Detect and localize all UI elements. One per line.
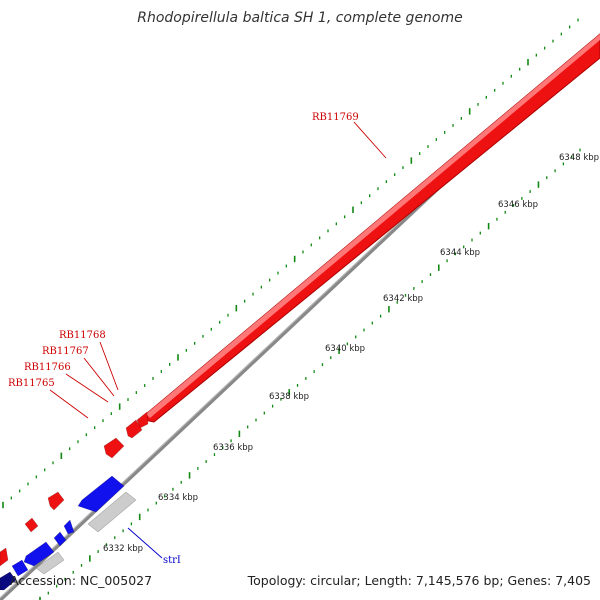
scale-label: 6338 kbp — [269, 392, 309, 402]
accession-text: Accession: NC_005027 — [10, 573, 152, 588]
gene-reverse-strI — [23, 541, 55, 567]
gene-pseudo — [87, 491, 137, 533]
scale-label: 6344 kbp — [440, 248, 480, 258]
scale-label: 6334 kbp — [158, 493, 198, 503]
gene-label: RB11768 — [59, 330, 106, 341]
gene-label-group: strI — [127, 527, 181, 566]
scale-label: 6332 kbp — [103, 544, 143, 554]
gene-label-group: RB11767 — [42, 346, 115, 397]
outer-tick-track — [2, 18, 579, 509]
gene-rb11767 — [125, 419, 143, 439]
scale-label: 6342 kbp — [383, 294, 423, 304]
map-title: Rhodopirellula baltica SH 1, complete ge… — [137, 10, 463, 26]
gene-label-group: RB11768 — [59, 330, 119, 391]
gene-label: RB11765 — [8, 378, 55, 389]
leader-line — [83, 357, 115, 397]
gene-reverse-tiny — [53, 531, 67, 547]
scale-labels: 6332 kbp 6334 kbp 6336 kbp 6338 kbp 6340 kbp… — [103, 153, 599, 554]
gene-reverse-large — [77, 475, 125, 513]
gene-label: RB11767 — [42, 346, 89, 357]
gene-features — [0, 33, 600, 591]
leader-line — [65, 373, 109, 403]
leader-line — [127, 527, 163, 559]
scale-label: 6336 kbp — [213, 443, 253, 453]
scale-label: 6340 kbp — [325, 344, 365, 354]
leader-line — [49, 389, 89, 419]
gene-highlight — [146, 34, 600, 418]
gene-edge-forward — [0, 547, 9, 567]
scale-label: 6348 kbp — [559, 153, 599, 163]
gene-label: RB11769 — [312, 112, 359, 123]
tick-marks — [2, 18, 581, 600]
gene-small-forward — [24, 517, 39, 533]
gene-label: RB11766 — [24, 362, 71, 373]
gene-reverse-dark — [0, 571, 17, 591]
gene-reverse-small — [63, 519, 75, 535]
gene-label-group: RB11769 — [312, 112, 387, 159]
genome-summary-text: Topology: circular; Length: 7,145,576 bp… — [247, 573, 591, 588]
scale-label: 6346 kbp — [498, 200, 538, 210]
gene-reverse-edge — [11, 559, 29, 577]
gene-label-group: RB11766 — [24, 362, 109, 403]
inner-tick-track — [39, 148, 581, 600]
leader-line — [99, 341, 119, 391]
gene-labels: RB11769 RB11768 RB11767 RB11766 RB11765 strI — [8, 112, 387, 566]
gene-rb11766 — [103, 437, 125, 459]
gene-label: strI — [163, 555, 181, 566]
gene-rb11765 — [47, 491, 65, 511]
gene-label-group: RB11765 — [8, 378, 89, 419]
gene-pseudo-small — [35, 551, 65, 575]
leader-line — [353, 121, 387, 159]
